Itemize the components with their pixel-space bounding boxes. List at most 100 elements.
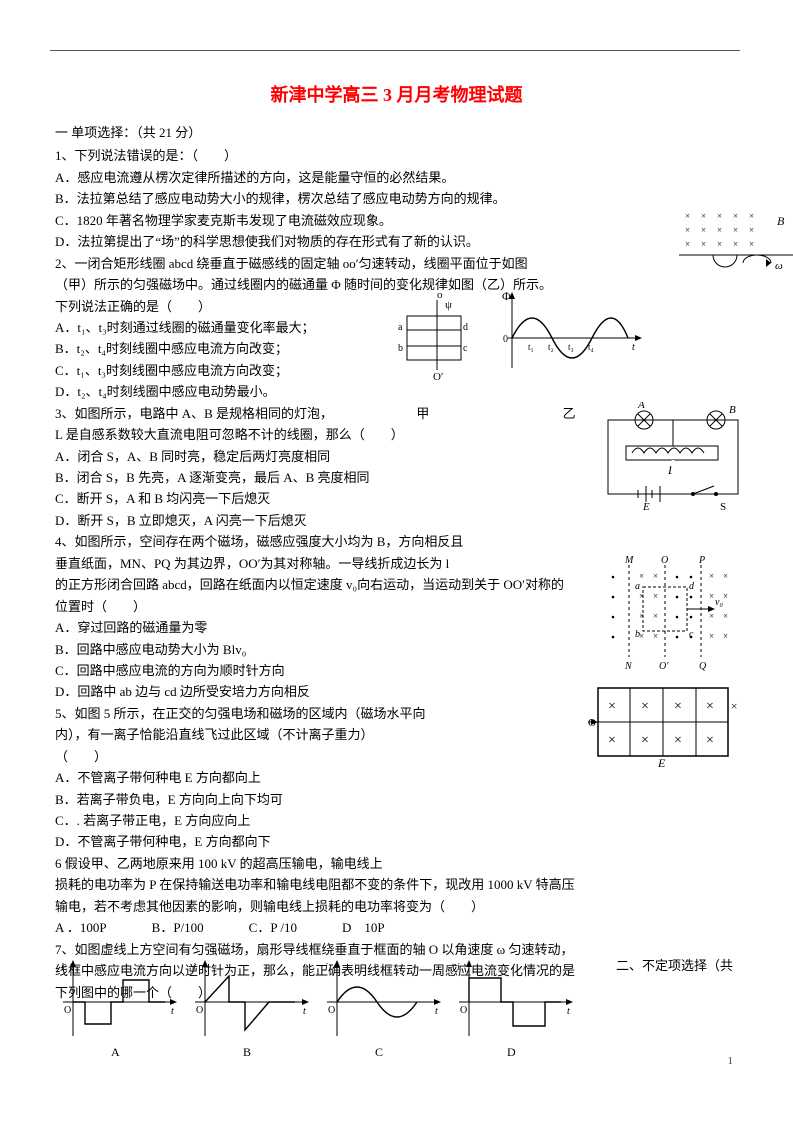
- svg-text:t: t: [171, 1006, 174, 1017]
- q2-stem1: 2、一闭合矩形线圈 abcd 绕垂直于磁感线的固定轴 oo′匀速转动，线圈平面位…: [55, 253, 738, 274]
- q4-stem1: 4、如图所示，空间存在两个磁场，磁感应强度大小均为 B，方向相反且: [55, 531, 738, 552]
- svg-text:×: ×: [701, 225, 706, 235]
- svg-text:O: O: [328, 1005, 335, 1016]
- q2-jia-fig: o ψ a d b c O′: [395, 288, 475, 383]
- q5-B: B．若离子带负电，E 方向向上向下均可: [55, 789, 738, 810]
- svg-text:b: b: [398, 343, 403, 354]
- svg-text:b: b: [635, 629, 640, 640]
- svg-text:×: ×: [608, 699, 616, 714]
- svg-text:×: ×: [641, 699, 649, 714]
- svg-text:×: ×: [717, 239, 722, 249]
- svg-text:×: ×: [701, 239, 706, 249]
- svg-text:c: c: [689, 629, 694, 640]
- q6-D: D 10P: [342, 917, 385, 938]
- svg-text:t: t: [303, 1006, 306, 1017]
- svg-text:×: ×: [749, 225, 754, 235]
- svg-text:v₀: v₀: [715, 597, 723, 608]
- section2-head: 二、不定项选择（共: [616, 955, 733, 974]
- svg-text:i: i: [325, 962, 328, 973]
- svg-text:×: ×: [706, 733, 714, 748]
- q3-stem1-text: 3、如图所示，电路中 A、B 是规格相同的灯泡，: [55, 406, 333, 421]
- q1-D: D．法拉第提出了“场”的科学思想使我们对物质的存在形式有了新的认识。: [55, 231, 738, 252]
- q3-D: D．断开 S，B 立即熄灭，A 闪亮一下后熄灭: [55, 510, 738, 531]
- svg-text:×: ×: [749, 239, 754, 249]
- svg-text:M: M: [624, 555, 634, 566]
- svg-text:×: ×: [653, 611, 658, 621]
- svg-text:0: 0: [503, 334, 508, 345]
- svg-text:O: O: [64, 1005, 71, 1016]
- q1-B: B．法拉第总结了感应电动势大小的规律，楞次总结了感应电动势方向的规律。: [55, 188, 738, 209]
- q6-stem1: 6 假设甲、乙两地原来用 100 kV 的超高压输电，输电线上: [55, 853, 738, 874]
- q1-C: C．1820 年著名物理学家麦克斯韦发现了电流磁效应现象。: [55, 210, 738, 231]
- svg-text:t₄: t₄: [588, 342, 594, 352]
- q4-fields-fig: M O P ×× ×× ×× ×× ×× ×× ×× ×× a d b c v: [603, 553, 743, 673]
- svg-text:i: i: [193, 962, 196, 973]
- svg-text:t₂: t₂: [548, 342, 554, 352]
- svg-text:P: P: [698, 555, 705, 566]
- svg-text:t₁: t₁: [528, 342, 534, 352]
- svg-text:A: A: [111, 1045, 120, 1059]
- svg-text:Q: Q: [699, 661, 707, 672]
- svg-text:×: ×: [717, 211, 722, 221]
- q2-label-jia: 甲: [416, 406, 429, 421]
- svg-text:i: i: [61, 962, 64, 973]
- q6-stem2: 损耗的电功率为 P 在保持输送电功率和输电线电阻都不变的条件下，现改用 1000…: [55, 874, 738, 895]
- q1-stem: 1、下列说法错误的是：（ ）: [55, 145, 738, 166]
- q6-C: C．P /10: [249, 917, 297, 938]
- svg-text:B: B: [729, 404, 736, 416]
- svg-text:×: ×: [733, 225, 738, 235]
- q6-stem3: 输电，若不考虑其他因素的影响，则输电线上损耗的电功率将变为（ ）: [55, 896, 738, 917]
- q6-A: A ．100P: [55, 917, 107, 938]
- svg-text:Φ: Φ: [502, 289, 511, 303]
- svg-text:×: ×: [733, 239, 738, 249]
- svg-text:×: ×: [723, 591, 728, 601]
- svg-text:d: d: [463, 322, 468, 333]
- section1-head: 一 单项选择：（共 21 分）: [55, 122, 738, 143]
- svg-text:×: ×: [653, 571, 658, 581]
- svg-text:×: ×: [608, 733, 616, 748]
- svg-text:×: ×: [653, 631, 658, 641]
- svg-text:×: ×: [674, 699, 682, 714]
- svg-text:t₃: t₃: [568, 342, 574, 352]
- svg-text:i: i: [457, 962, 460, 973]
- svg-text:d: d: [689, 581, 695, 592]
- q6-options-row: A ．100P B．P/100 C．P /10 D 10P: [55, 917, 738, 938]
- svg-text:×: ×: [685, 239, 690, 249]
- q2-D: D．t₂、t₄时刻线圈中感应电动势最小。: [55, 381, 738, 402]
- svg-text:S: S: [720, 501, 726, 512]
- svg-text:o: o: [437, 289, 443, 301]
- svg-text:×: ×: [674, 733, 682, 748]
- svg-text:×: ×: [709, 571, 714, 581]
- svg-text:B: B: [243, 1045, 251, 1059]
- svg-text:×: ×: [723, 571, 728, 581]
- svg-text:×: ×: [685, 211, 690, 221]
- svg-text:O: O: [460, 1005, 467, 1016]
- svg-text:×: ×: [733, 211, 738, 221]
- q7-graphs-fig: i O t A i O t B i O t C: [55, 958, 575, 1063]
- svg-text:t: t: [435, 1006, 438, 1017]
- svg-text:×: ×: [641, 733, 649, 748]
- svg-text:×: ×: [749, 211, 754, 221]
- svg-text:O': O': [659, 661, 669, 672]
- svg-text:E: E: [657, 756, 666, 768]
- page-number: 1: [728, 1055, 734, 1067]
- svg-text:ψ: ψ: [445, 299, 452, 311]
- svg-text:O: O: [196, 1005, 203, 1016]
- svg-text:ω: ω: [775, 260, 783, 272]
- svg-text:N: N: [624, 661, 633, 672]
- top-rule: [50, 50, 740, 51]
- exam-title: 新津中学高三 3 月月考物理试题: [55, 81, 738, 107]
- svg-text:a: a: [398, 322, 403, 333]
- q5-A: A．不管离子带何种电 E 方向都向上: [55, 767, 738, 788]
- svg-text:×: ×: [701, 211, 706, 221]
- svg-text:O′: O′: [433, 371, 443, 383]
- svg-text:×: ×: [723, 611, 728, 621]
- svg-text:×: ×: [709, 631, 714, 641]
- svg-text:×: ×: [723, 631, 728, 641]
- svg-text:c: c: [463, 343, 468, 354]
- q1-A: A．感应电流遵从楞次定律所描述的方向，这是能量守恒的必然结果。: [55, 167, 738, 188]
- svg-text:a: a: [635, 581, 640, 592]
- svg-text:×: ×: [706, 699, 714, 714]
- q2-field-fig: ××××× ××××× ××××× B ω: [677, 207, 793, 287]
- svg-text:×: ×: [717, 225, 722, 235]
